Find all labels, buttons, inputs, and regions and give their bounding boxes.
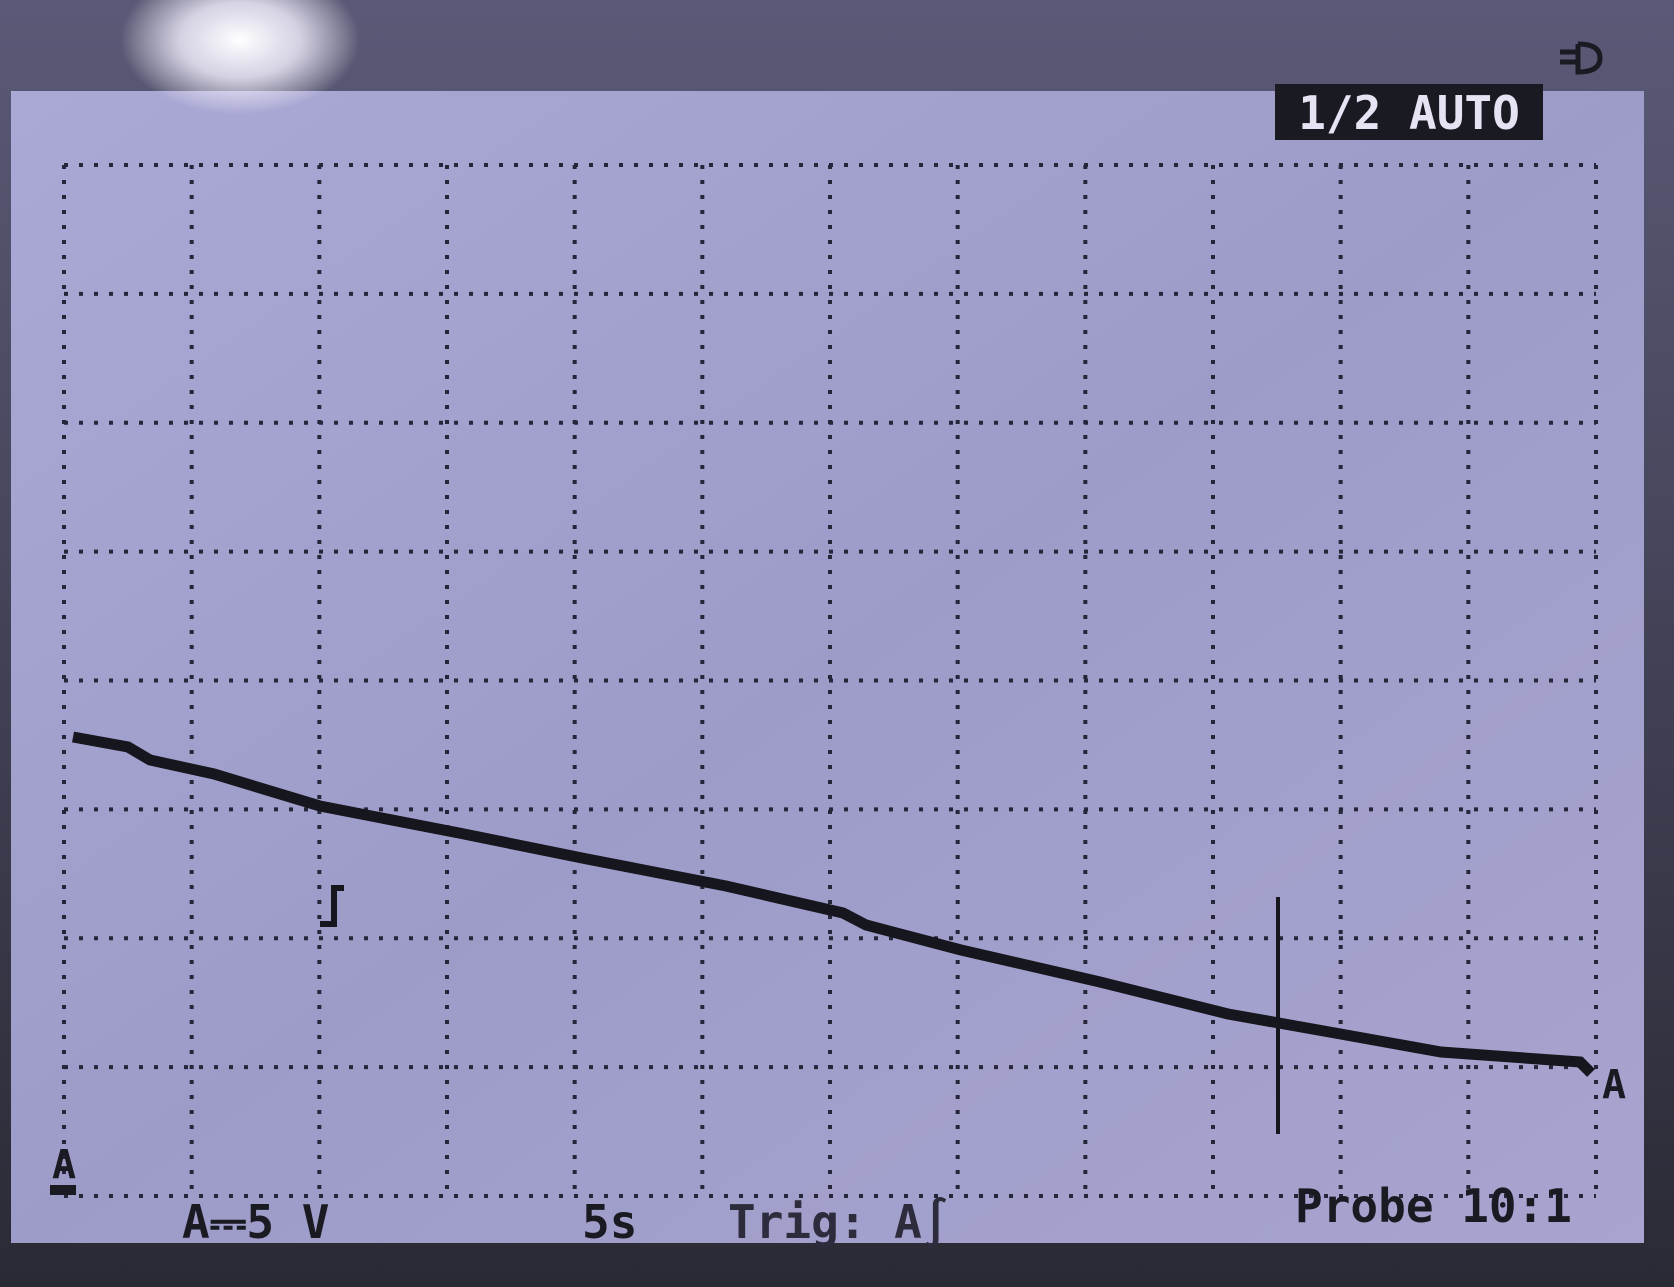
mode-badge: 1/2 AUTO [1298,86,1520,140]
light-glare [120,0,360,115]
ground-marker [50,1185,76,1195]
timebase: 5s [582,1195,637,1249]
trigger-setting: Trig: A∫ [728,1195,950,1249]
channel-scale: A⎓5 V [182,1195,330,1249]
graticule [62,163,1598,1198]
lcd-screen [11,91,1644,1243]
probe-setting: Probe 10:1 [1295,1179,1572,1233]
mode-badge-bg [1275,84,1543,140]
waveform-trace [72,731,1595,1077]
power-plug-icon [1560,41,1603,75]
trigger-marker [320,885,344,927]
trace-ground-label: A [52,1142,76,1188]
trace-end-label: A [1602,1062,1626,1108]
